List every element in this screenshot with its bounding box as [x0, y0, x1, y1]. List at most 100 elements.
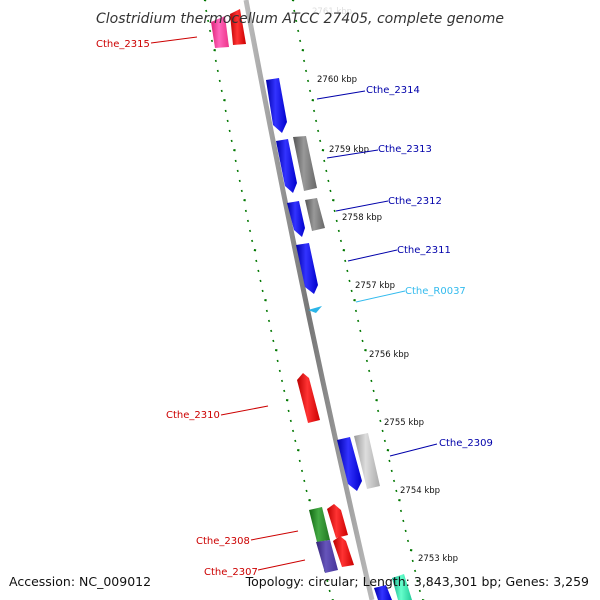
- inner-tick-dot: [220, 89, 223, 93]
- inner-tick-dot: [328, 589, 331, 593]
- outer-tick-dot: [383, 439, 386, 443]
- accession-text: Accession: NC_009012: [9, 574, 151, 589]
- gene-label-cthe-2310[interactable]: Cthe_2310: [166, 410, 220, 421]
- genome-backbone: [243, 0, 375, 600]
- inner-tick-dot: [257, 269, 260, 273]
- gene-feature-cthe-2313-grey[interactable]: [293, 136, 317, 191]
- outer-tick-dot: [297, 29, 300, 33]
- inner-tick-dot: [224, 109, 227, 113]
- inner-tick-dot: [214, 59, 217, 63]
- outer-tick-dot: [308, 89, 312, 93]
- gene-feature-purple[interactable]: [316, 540, 338, 573]
- inner-tick-dot: [255, 259, 258, 263]
- gene-label-cthe-2315[interactable]: Cthe_2315: [96, 39, 150, 50]
- leader-cthe-2313: [326, 149, 379, 159]
- gene-feature-cthe-2314[interactable]: [266, 78, 287, 133]
- outer-tick-dot: [350, 289, 353, 293]
- outer-tick-dot: [348, 279, 351, 283]
- outer-tick-dot: [357, 319, 360, 323]
- gene-label-cthe-2312[interactable]: Cthe_2312: [388, 196, 442, 207]
- gene-label-cthe-2307[interactable]: Cthe_2307: [204, 567, 258, 578]
- inner-tick-dot: [287, 409, 290, 413]
- outer-tick-dot: [361, 339, 364, 343]
- gene-feature-cthe-2310[interactable]: [297, 373, 320, 423]
- gene-feature-bottom-blue[interactable]: [374, 585, 392, 600]
- outer-tick-dot: [299, 39, 302, 43]
- inner-tick-dot: [230, 139, 233, 143]
- leader-cthe-2311: [347, 249, 398, 262]
- gene-feature-pink[interactable]: [211, 16, 229, 48]
- inner-tick-dot: [280, 379, 284, 383]
- outer-tick-dot: [395, 489, 398, 493]
- inner-tick-dot: [240, 189, 243, 193]
- inner-tick-dot: [208, 29, 212, 33]
- outer-tick-dot: [302, 59, 306, 63]
- inner-tick-dot: [326, 579, 329, 583]
- inner-tick-dot: [276, 359, 279, 363]
- gene-feature-cthe-2312-grey[interactable]: [305, 198, 325, 231]
- leader-cthe-2315: [150, 36, 198, 44]
- inner-tick-dot: [278, 369, 281, 373]
- gene-feature-bottom-teal[interactable]: [392, 574, 412, 600]
- outer-tick-dot: [414, 569, 417, 573]
- leader-cthe-2309: [389, 443, 438, 457]
- leader-cthe-2307: [257, 559, 306, 571]
- inner-tick-dot: [261, 289, 264, 293]
- inner-tick-dot: [228, 129, 231, 133]
- map-title: Clostridium thermocellum ATCC 27405, com…: [96, 11, 504, 27]
- gene-label-cthe-2314[interactable]: Cthe_2314: [366, 85, 420, 96]
- gene-label-cthe-2313[interactable]: Cthe_2313: [378, 144, 432, 155]
- leader-cthe-2308: [250, 530, 299, 541]
- gene-feature-cthe-r0037[interactable]: [308, 306, 322, 313]
- leader-cthe-2312: [335, 200, 389, 212]
- outer-tick-dot: [418, 589, 421, 593]
- inner-tick-dot: [218, 79, 221, 83]
- outer-tick-dot: [402, 519, 405, 523]
- outer-tick-dot: [377, 409, 380, 413]
- gene-label-cthe-2309[interactable]: Cthe_2309: [439, 438, 493, 449]
- gene-feature-cthe-2312[interactable]: [287, 201, 305, 237]
- inner-tick-dot: [234, 159, 237, 163]
- inner-tick-dot: [205, 9, 208, 13]
- outer-tick-dot: [329, 189, 332, 193]
- outer-tick-dot: [392, 479, 396, 483]
- gene-label-cthe-r0037[interactable]: Cthe_R0037: [405, 286, 466, 297]
- gene-feature-cthe-2311[interactable]: [296, 243, 318, 294]
- leader-cthe-2310: [220, 405, 269, 416]
- gene-label-cthe-2311[interactable]: Cthe_2311: [397, 245, 451, 256]
- gene-feature-cthe-2309[interactable]: [337, 437, 362, 491]
- tick-label-2754: 2754 kbp: [400, 486, 440, 496]
- scale-labels: 2760 kbp 2759 kbp 2758 kbp 2757 kbp 2756…: [317, 75, 458, 564]
- inner-tick-dot: [248, 229, 252, 233]
- outer-tick-dot: [399, 509, 403, 513]
- inner-tick-dot: [298, 459, 301, 463]
- tick-label-2753: 2753 kbp: [418, 554, 458, 564]
- inner-tick-dot: [226, 119, 229, 123]
- inner-tick-dot: [270, 329, 273, 333]
- outer-tick-dot: [333, 209, 336, 213]
- inner-tick-dot: [259, 279, 262, 283]
- outer-tick-dot: [312, 109, 316, 113]
- inner-tick-dot: [283, 389, 286, 393]
- outer-tick-dot: [346, 269, 349, 273]
- gene-feature-cthe-2315[interactable]: [230, 9, 246, 45]
- gene-label-cthe-2308[interactable]: Cthe_2308: [196, 536, 250, 547]
- inner-tick-dot: [303, 479, 306, 483]
- tick-label-2757: 2757 kbp: [355, 281, 395, 291]
- outer-tick-dot: [344, 259, 347, 263]
- gene-feature-green[interactable]: [309, 507, 330, 542]
- gene-feature-cthe-2308[interactable]: [327, 504, 348, 538]
- gene-feature-cthe-2309-grey[interactable]: [354, 433, 380, 489]
- inner-tick-dot: [265, 309, 268, 313]
- outer-tick-track: [291, 0, 425, 600]
- outer-tick-dot: [295, 19, 298, 23]
- outer-tick-dot: [365, 359, 369, 363]
- gene-feature-cthe-2313[interactable]: [276, 139, 297, 193]
- inner-tick-dot: [238, 179, 241, 183]
- leader-cthe-2314: [316, 90, 366, 100]
- title-fragment: 2761 kbp: [312, 7, 352, 17]
- outer-tick-dot: [370, 379, 373, 383]
- inner-tick-dot: [216, 69, 219, 73]
- gene-feature-cthe-2307[interactable]: [333, 536, 354, 567]
- outer-tick-dot: [379, 419, 382, 423]
